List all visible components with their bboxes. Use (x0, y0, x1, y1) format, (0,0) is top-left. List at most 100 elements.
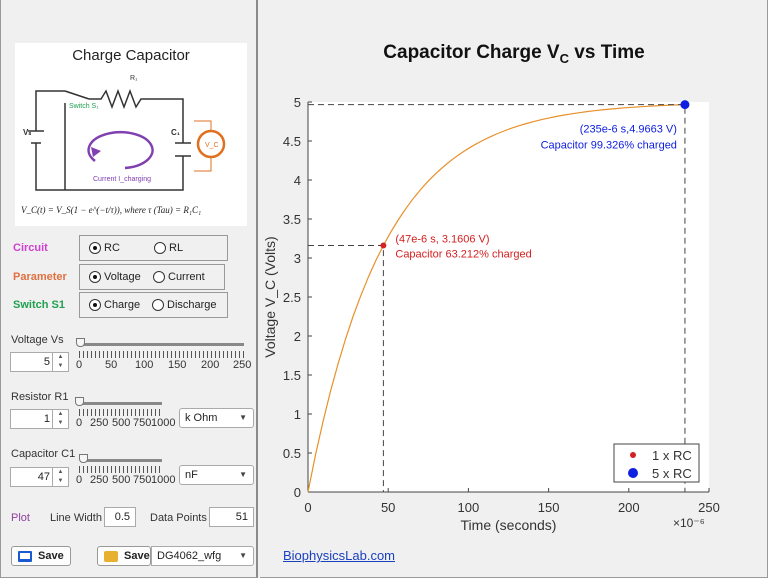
radio-current-label: Current (168, 271, 205, 283)
radio-voltage[interactable]: Voltage (89, 271, 141, 283)
save-file-label: Save (124, 550, 150, 562)
radio-rl[interactable]: RL (154, 242, 183, 254)
marker-2xrc (680, 100, 690, 110)
plot-label: Plot (11, 512, 30, 524)
chevron-down-icon: ▼ (239, 413, 247, 422)
save-screen-label: Save (38, 550, 64, 562)
voltage-value: 5 (43, 356, 50, 368)
save-file-button[interactable]: Save (97, 546, 151, 566)
resistor-slider-thumb[interactable] (75, 397, 84, 406)
circuit-label: Circuit (13, 242, 48, 254)
tick: 0 (76, 359, 83, 371)
tick: 0 (76, 417, 83, 429)
tick: 500 (112, 474, 131, 486)
c-label: C₁ (171, 128, 181, 137)
resistor-spinner[interactable]: 1 ▲ ▼ (10, 409, 69, 429)
circuit-schematic: R₁ Switch S₁ Vₛ C₁ V_C Current I_chargin… (21, 75, 226, 215)
legend-marker (630, 452, 636, 458)
tick: 1000 (151, 474, 176, 486)
y-tick-label: 5 (294, 95, 301, 110)
tick: 150 (168, 359, 187, 371)
spinner-arrows-icon[interactable]: ▲ ▼ (52, 353, 68, 371)
y-axis-label: Voltage V_C (Volts) (262, 236, 278, 357)
save-screen-button[interactable]: Save (11, 546, 71, 566)
parameter-label: Parameter (13, 271, 67, 283)
spinner-arrows-icon[interactable]: ▲ ▼ (52, 410, 68, 428)
x-tick-label: 100 (458, 500, 480, 515)
line-width-label: Line Width (50, 512, 102, 524)
voltage-slider[interactable] (80, 343, 244, 346)
marker-charge-text: Capacitor 99.326% charged (541, 140, 677, 152)
biophysicslab-link[interactable]: BiophysicsLab.com (283, 548, 395, 563)
legend-label: 5 x RC (652, 466, 692, 481)
device-dropdown[interactable]: DG4062_wfg ▼ (151, 546, 254, 566)
tick: 750 (133, 474, 152, 486)
x-tick-label: 150 (538, 500, 560, 515)
vs-label: Vₛ (23, 128, 31, 137)
radio-charge-label: Charge (104, 299, 141, 311)
capacitor-value: 47 (37, 471, 50, 483)
capacitor-label: Capacitor C1 (11, 448, 76, 460)
resistor-ticks (79, 409, 162, 416)
voltage-spinner[interactable]: 5 ▲ ▼ (10, 352, 69, 372)
monitor-icon (18, 550, 32, 562)
plot-panel: Capacitor Charge VC vs Time 0 50 100 150 200… (260, 0, 768, 578)
charge-curve (307, 104, 685, 493)
x-scale-label: ×10⁻⁶ (673, 516, 705, 530)
resistor-label: Resistor R1 (11, 391, 69, 403)
x-tick-label: 250 (698, 500, 720, 515)
tick: 250 (90, 474, 109, 486)
tick: 200 (201, 359, 220, 371)
capacitor-unit-dropdown[interactable]: nF ▼ (179, 465, 254, 485)
circuit-radio-group: RC RL (79, 235, 228, 261)
x-axis-label: Time (seconds) (461, 517, 557, 533)
capacitor-spinner[interactable]: 47 ▲ ▼ (10, 467, 69, 487)
y-tick-label: 0.5 (283, 446, 301, 461)
legend-label: 1 x RC (652, 448, 692, 463)
voltage-slider-thumb[interactable] (76, 338, 85, 347)
current-label: Current I_charging (93, 176, 151, 183)
spinner-arrows-icon[interactable]: ▲ ▼ (52, 468, 68, 486)
tick: 1000 (151, 417, 176, 429)
capacitor-slider-thumb[interactable] (79, 454, 88, 463)
chevron-down-icon: ▼ (239, 551, 247, 560)
marker-1xrc (380, 242, 387, 249)
diagram-title: Charge Capacitor (72, 47, 190, 64)
chart-svg: 0 50 100 150 200 250 0 0.5 1 1.5 2 2.5 3 3.5 4 4.5 5 Time… (262, 95, 720, 533)
y-tick-label: 2 (294, 329, 301, 344)
line-width-input[interactable]: 0.5 (104, 507, 136, 527)
chevron-down-icon: ▼ (239, 470, 247, 479)
resistor-slider[interactable] (80, 402, 162, 405)
radio-discharge[interactable]: Discharge (152, 299, 217, 311)
y-tick-label: 4.5 (283, 134, 301, 149)
radio-rc[interactable]: RC (89, 242, 120, 254)
tick: 250 (90, 417, 109, 429)
data-points-label: Data Points (150, 512, 207, 524)
tick: 250 (233, 359, 252, 371)
marker-guide-line (308, 104, 686, 492)
circuit-diagram: Charge Capacitor R₁ Switch S₁ Vₛ C₁ V_C … (15, 43, 247, 226)
legend-box (613, 443, 700, 483)
marker-charge-text: Capacitor 63.212% charged (395, 248, 531, 260)
parameter-radio-group: Voltage Current (79, 264, 225, 290)
radio-rl-label: RL (169, 242, 184, 254)
radio-charge[interactable]: Charge (89, 299, 140, 311)
capacitor-slider[interactable] (80, 459, 162, 462)
switch-radio-group: Charge Discharge (79, 292, 228, 318)
radio-rc-label: RC (104, 242, 120, 254)
legend-marker (628, 468, 638, 478)
device-value: DG4062_wfg (157, 550, 222, 562)
tick: 500 (112, 417, 131, 429)
chart-title: Capacitor Charge VC vs Time (383, 42, 645, 66)
x-tick-label: 200 (618, 500, 640, 515)
switch-s1-label: Switch S1 (13, 299, 65, 311)
r-label: R₁ (130, 75, 138, 82)
tick: 50 (105, 359, 118, 371)
radio-discharge-label: Discharge (167, 299, 217, 311)
resistor-unit-dropdown[interactable]: k Ohm ▼ (179, 408, 254, 428)
data-points-input[interactable]: 51 (209, 507, 254, 527)
folder-icon (104, 550, 118, 562)
radio-current[interactable]: Current (153, 271, 205, 283)
formula: V_C(t) = V_S(1 − e^(−t/τ)), where τ (Tau… (21, 205, 201, 215)
control-panel: Charge Capacitor R₁ Switch S₁ Vₛ C₁ V_C … (0, 0, 258, 578)
